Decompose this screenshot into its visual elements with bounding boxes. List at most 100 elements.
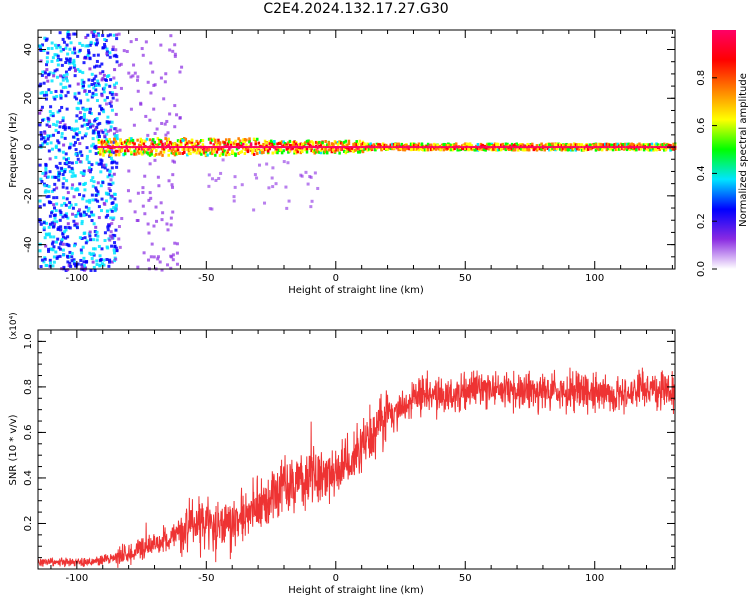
heatmap-cell: [329, 146, 332, 149]
heatmap-cell: [130, 138, 133, 142]
heatmap-cell: [459, 146, 463, 149]
heatmap-cell: [268, 147, 271, 151]
heatmap-cell: [104, 163, 108, 167]
heatmap-cell: [204, 146, 208, 149]
heatmap-cell: [170, 151, 174, 155]
heatmap-cell: [62, 253, 66, 257]
heatmap-cell: [96, 82, 100, 86]
heatmap-cell: [97, 162, 101, 166]
heatmap-cell: [134, 38, 138, 42]
heatmap-cell: [159, 140, 163, 144]
heatmap-cell: [109, 104, 113, 108]
heatmap-cell: [139, 137, 143, 141]
heatmap-cell: [58, 209, 62, 213]
heatmap-cell: [119, 141, 122, 145]
heatmap-cell: [485, 144, 489, 148]
heatmap-cell: [40, 43, 44, 47]
heatmap-cell: [217, 176, 221, 180]
heatmap-cell: [56, 54, 60, 58]
heatmap-cell: [92, 213, 96, 217]
heatmap-cell: [558, 147, 562, 151]
heatmap-cell: [106, 228, 110, 232]
heatmap-cell: [95, 64, 99, 68]
heatmap-cell: [252, 208, 256, 212]
heatmap-cell: [305, 150, 309, 154]
heatmap-cell: [45, 56, 49, 60]
heatmap-cell: [131, 138, 135, 142]
heatmap-cell: [96, 192, 100, 196]
heatmap-cell: [599, 142, 602, 146]
heatmap-cell: [41, 118, 45, 122]
heatmap-cell: [87, 84, 91, 88]
heatmap-cell: [196, 146, 200, 149]
heatmap-cell: [568, 146, 571, 149]
heatmap-cell: [367, 143, 371, 147]
heatmap-cell: [484, 148, 487, 152]
heatmap-cell: [217, 141, 220, 145]
heatmap-cell: [82, 115, 86, 119]
heatmap-cell: [103, 134, 107, 138]
heatmap-cell: [605, 146, 609, 149]
heatmap-cell: [133, 210, 137, 214]
heatmap-cell: [433, 146, 436, 150]
heatmap-cell: [41, 70, 45, 74]
heatmap-cell: [650, 148, 654, 152]
heatmap-cell: [538, 143, 542, 147]
heatmap-cell: [51, 133, 55, 137]
heatmap-cell: [175, 242, 179, 246]
heatmap-cell: [540, 146, 543, 149]
heatmap-cell: [142, 251, 146, 255]
heatmap-cell: [103, 238, 107, 242]
heatmap-cell: [381, 146, 385, 149]
heatmap-cell: [335, 141, 338, 145]
heatmap-cell: [137, 146, 141, 149]
heatmap-cell: [195, 139, 198, 143]
heatmap-cell: [139, 140, 143, 144]
heatmap-cell: [649, 146, 652, 150]
heatmap-cell: [110, 236, 114, 240]
heatmap-cell: [271, 142, 275, 146]
heatmap-cell: [87, 119, 91, 123]
heatmap-cell: [64, 77, 68, 81]
heatmap-cell: [61, 172, 65, 176]
heatmap-cell: [152, 255, 156, 259]
heatmap-cell: [196, 141, 200, 145]
heatmap-cell: [112, 206, 116, 210]
heatmap-cell: [425, 146, 428, 149]
heatmap-cell: [605, 142, 609, 146]
heatmap-cell: [151, 138, 155, 142]
heatmap-cell: [366, 148, 369, 152]
heatmap-cell: [151, 146, 155, 149]
heatmap-cell: [411, 147, 414, 151]
heatmap-cell: [65, 254, 69, 258]
heatmap-cell: [54, 123, 58, 127]
heatmap-cell: [170, 183, 174, 187]
heatmap-cell: [169, 146, 172, 150]
heatmap-cell: [596, 146, 599, 150]
heatmap-cell: [290, 144, 293, 148]
heatmap-cell: [257, 146, 261, 149]
heatmap-cell: [61, 78, 65, 82]
heatmap-cell: [53, 69, 57, 73]
heatmap-cell: [210, 152, 214, 156]
heatmap-cell: [103, 139, 107, 143]
heatmap-cell: [548, 148, 551, 152]
heatmap-cell: [74, 264, 78, 268]
heatmap-cell: [353, 144, 357, 148]
heatmap-cell: [51, 240, 55, 244]
heatmap-cell: [109, 230, 113, 234]
heatmap-cell: [111, 201, 115, 205]
heatmap-cell: [78, 193, 82, 197]
heatmap-cell: [47, 149, 51, 153]
heatmap-cell: [585, 144, 588, 148]
heatmap-cell: [123, 140, 127, 144]
heatmap-cell: [88, 234, 92, 238]
heatmap-cell: [291, 144, 295, 148]
heatmap-cell: [106, 147, 110, 151]
heatmap-cell: [67, 67, 71, 71]
heatmap-cell: [65, 197, 69, 201]
heatmap-cell: [47, 225, 51, 229]
heatmap-cell: [663, 148, 666, 152]
heatmap-cell: [155, 152, 158, 156]
heatmap-cell: [641, 146, 644, 149]
